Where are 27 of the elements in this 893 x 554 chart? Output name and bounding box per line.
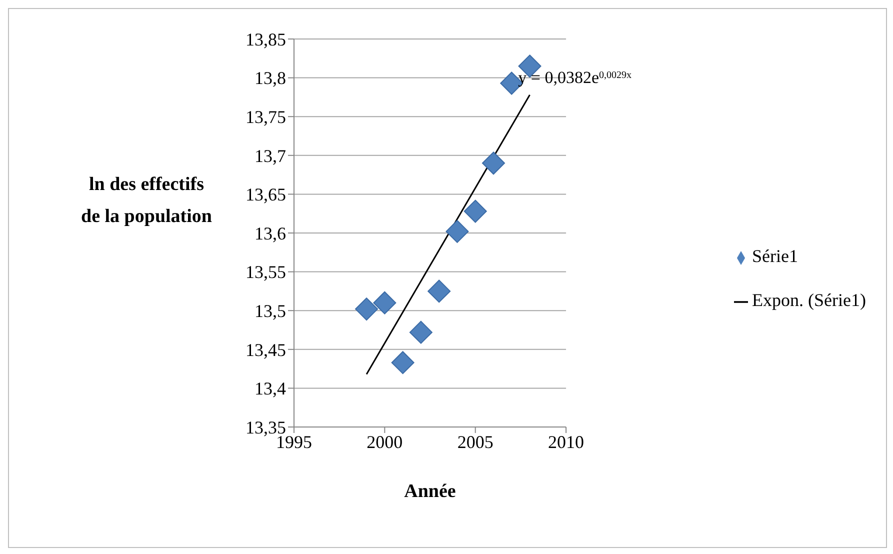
point: [464, 200, 487, 223]
point: [355, 298, 378, 321]
y-axis-title: ln des effectifs de la population: [80, 173, 213, 229]
y-tick-label: 13,5: [254, 300, 286, 321]
legend-label: Série1: [752, 246, 798, 266]
x-axis-title: Année: [404, 481, 456, 502]
y-tick-label: 13,6: [254, 223, 286, 244]
x-tick-label: 2000: [366, 432, 403, 452]
legend-label: Expon. (Série1): [752, 290, 866, 310]
point: [482, 152, 505, 175]
y-tick-label: 13,8: [254, 68, 286, 88]
y-tick-label: 13,45: [246, 340, 286, 360]
y-tick-label: 13,85: [246, 29, 286, 50]
y-tick-label: 13,7: [254, 146, 286, 166]
point: [446, 220, 469, 243]
annotation: y = 0,0382e$^{0,0029x}$: [518, 68, 632, 87]
y-tick-label: 13,35: [246, 417, 286, 438]
point: [428, 280, 451, 303]
point: [409, 320, 432, 344]
y-tick-label: 13,55: [246, 262, 286, 282]
x-tick-label: 2005: [457, 432, 494, 452]
x-tick-label: 2010: [548, 432, 584, 452]
point: [373, 291, 396, 314]
y-tick-label: 13,4: [254, 378, 286, 399]
y-tick-label: 13,75: [246, 106, 286, 127]
point: [391, 351, 414, 374]
y-tick-label: 13,65: [246, 184, 286, 205]
